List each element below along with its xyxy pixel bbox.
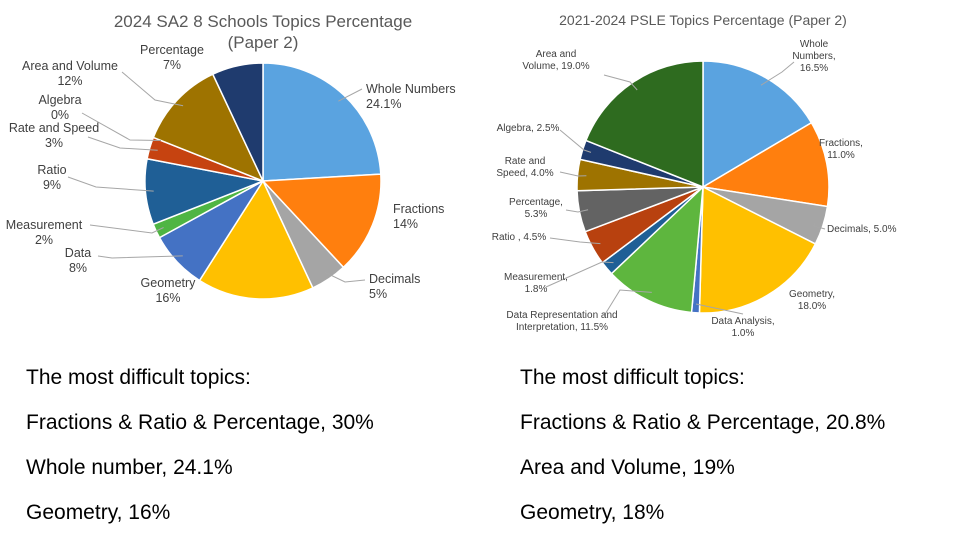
slice-label-area-and-volume: Area and Volume 12% [22,59,118,88]
pie-slice-data-representation-and-interpretation-11-5 [610,185,704,314]
slice-label-area-and-volume-19-0: Area and Volume, 19.0% [522,49,589,72]
slice-label-algebra: Algebra 0% [38,93,81,122]
slice-label-geometry-18-0: Geometry, 18.0% [789,289,835,312]
summary-psle: The most difficult topics: Fractions & R… [520,355,885,535]
pie-slice-geometry-18-0 [698,185,817,314]
slice-label-data: Data 8% [65,246,91,275]
slice-labels: Whole Numbers 24.1% Fractions 14% Decimals 5%… [6,43,456,305]
leader-line-ratio-4-5 [549,237,601,245]
leader-line-whole-numbers [338,88,363,102]
leader-line-area-and-volume-19-0 [603,74,638,91]
chart-sa2-svg: 2024 SA2 8 Schools Topics Percentage (Pa… [6,12,456,305]
pie-slices [144,62,382,300]
chart-psle-svg: 2021-2024 PSLE Topics Percentage (Paper … [492,12,897,339]
pie-slice-area-and-volume [152,73,265,183]
pie-slice-fractions [261,173,382,269]
chart-title: 2024 SA2 8 Schools Topics Percentage [114,12,412,31]
leader-line-ratio [67,176,154,192]
leader-line-measurement [89,224,164,234]
pie-slice-fractions-11-0 [700,121,830,208]
chart-title: 2021-2024 PSLE Topics Percentage (Paper … [559,12,847,28]
slice-label-whole-numbers-16-5: Whole Numbers, 16.5% [792,39,835,74]
leader-line-data-representation-and-interpretation-11-5 [603,289,652,317]
slice-labels: Whole Numbers, 16.5% Fractions, 11.0% Decimal… [492,39,897,339]
summary-item: Geometry, 16% [26,501,171,524]
pie-slice-whole-numbers [262,62,382,182]
slice-label-ratio: Ratio 9% [37,163,66,192]
pie-slice-area-and-volume-19-0 [584,60,704,189]
summary-item: Fractions & Ratio & Percentage, 30% [26,411,374,434]
slice-label-percentage-5-3: Percentage, 5.3% [509,197,563,220]
slice-label-whole-numbers: Whole Numbers 24.1% [366,82,456,111]
summary-item: Area and Volume, 19% [520,456,735,479]
leader-line-rate-and-speed-4-0 [559,171,587,177]
slice-label-decimals: Decimals 5% [369,272,420,301]
chart-psle: 2021-2024 PSLE Topics Percentage (Paper … [480,0,960,345]
slice-label-fractions: Fractions 14% [393,202,444,231]
leader-lines [67,71,366,283]
chart-subtitle: (Paper 2) [228,33,299,52]
leader-line-decimals [324,271,366,283]
summary-item: Geometry, 18% [520,501,665,524]
leader-line-area-and-volume [121,71,184,107]
pie-slice-geometry [198,179,314,300]
summary-item: Whole number, 24.1% [26,456,233,479]
leader-lines [545,61,826,317]
summary-heading: The most difficult topics: [26,366,251,389]
pie-slices [576,60,830,314]
leader-line-percentage-5-3 [565,209,589,213]
leader-line-data-analysis-1-0 [695,303,744,315]
pie-slice-whole-numbers-16-5 [702,60,813,189]
pie-slice-percentage [211,62,264,182]
leader-line-whole-numbers-16-5 [760,61,795,86]
slice-label-ratio-4-5: Ratio , 4.5% [492,232,547,243]
leader-line-algebra-2-5 [559,129,592,153]
slice-label-percentage: Percentage 7% [140,43,204,72]
summary-sa2: The most difficult topics: Fractions & R… [26,355,374,535]
slice-label-measurement: Measurement 2% [6,218,83,247]
leader-line-rate-and-speed [87,136,158,151]
slice-label-data-representation-and-interpretation-11-5: Data Representation and Interpretation, 1… [506,310,617,333]
summary-heading: The most difficult topics: [520,366,745,389]
leader-line-decimals-5-0 [813,222,826,230]
leader-line-measurement-1-8 [545,261,614,288]
slice-label-algebra-2-5: Algebra, 2.5% [497,123,560,134]
slice-label-data-analysis-1-0: Data Analysis, 1.0% [711,316,774,339]
slice-label-decimals-5-0: Decimals, 5.0% [827,224,897,235]
slice-label-measurement-1-8: Measurement, 1.8% [504,272,568,295]
leader-line-data [97,255,183,259]
slice-label-rate-and-speed-4-0: Rate and Speed, 4.0% [496,156,553,179]
summary-item: Fractions & Ratio & Percentage, 20.8% [520,411,886,434]
slice-label-fractions-11-0: Fractions, 11.0% [819,138,863,161]
slice-label-geometry: Geometry 16% [141,276,197,305]
slice-label-rate-and-speed: Rate and Speed 3% [9,121,99,150]
chart-sa2: 2024 SA2 8 Schools Topics Percentage (Pa… [0,0,480,345]
leader-line-algebra [81,112,162,141]
